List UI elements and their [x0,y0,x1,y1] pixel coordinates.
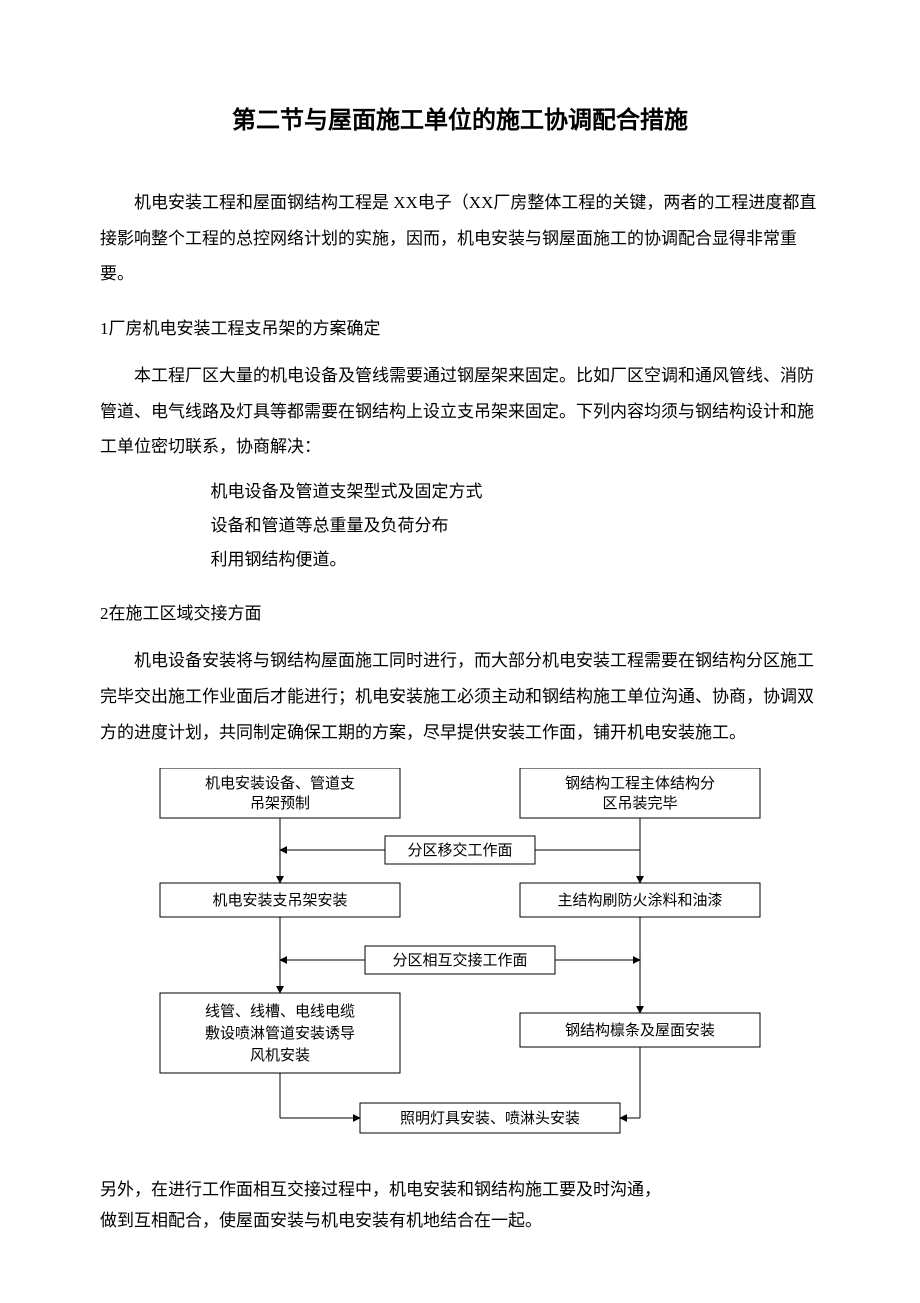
section-1-heading: 1厂房机电安装工程支吊架的方案确定 [100,312,820,346]
flow-node-text: 风机安装 [250,1047,310,1064]
footer-line-2: 做到互相配合，使屋面安装与机电安装有机地结合在一起。 [100,1207,820,1234]
flow-mid-text: 分区相互交接工作面 [392,951,527,969]
flow-node-text: 吊架预制 [250,795,310,812]
flow-node-text: 区吊装完毕 [602,795,677,812]
section-2-heading: 2在施工区域交接方面 [100,597,820,631]
flow-node-text: 线管、线槽、电线电缆 [205,1003,355,1020]
intro-paragraph: 机电安装工程和屋面钢结构工程是 XX电子（XX厂房整体工程的关键，两者的工程进度… [100,185,820,292]
page-title: 第二节与屋面施工单位的施工协调配合措施 [100,100,820,135]
flow-node-text: 钢结构工程主体结构分 [565,775,715,792]
section-2-paragraph: 机电设备安装将与钢结构屋面施工同时进行，而大部分机电安装工程需要在钢结构分区施工… [100,643,820,750]
flow-node-text: 敷设喷淋管道安装诱导 [205,1024,355,1042]
bullet-item: 机电设备及管道支架型式及固定方式 [211,475,821,509]
flowchart: 机电安装设备、管道支 吊架预制 钢结构工程主体结构分 区吊装完毕 分区移交工作面… [140,768,780,1170]
flow-node-text: 照明灯具安装、喷淋头安装 [400,1110,580,1127]
flow-node-text: 机电安装设备、管道支 [205,775,355,792]
flow-node-text: 钢结构檩条及屋面安装 [565,1021,715,1039]
bullet-item: 设备和管道等总重量及负荷分布 [211,509,821,543]
footer-line-1: 另外，在进行工作面相互交接过程中，机电安装和钢结构施工要及时沟通， [100,1176,820,1203]
flow-node-text: 主结构刷防火涂料和油漆 [557,892,722,909]
flow-node-text: 机电安装支吊架安装 [212,892,347,909]
flow-mid-text: 分区移交工作面 [407,841,512,859]
section-1-bullets: 机电设备及管道支架型式及固定方式 设备和管道等总重量及负荷分布 利用钢结构便道。 [100,475,820,577]
bullet-item: 利用钢结构便道。 [211,543,821,577]
section-1-paragraph: 本工程厂区大量的机电设备及管线需要通过钢屋架来固定。比如厂区空调和通风管线、消防… [100,358,820,465]
